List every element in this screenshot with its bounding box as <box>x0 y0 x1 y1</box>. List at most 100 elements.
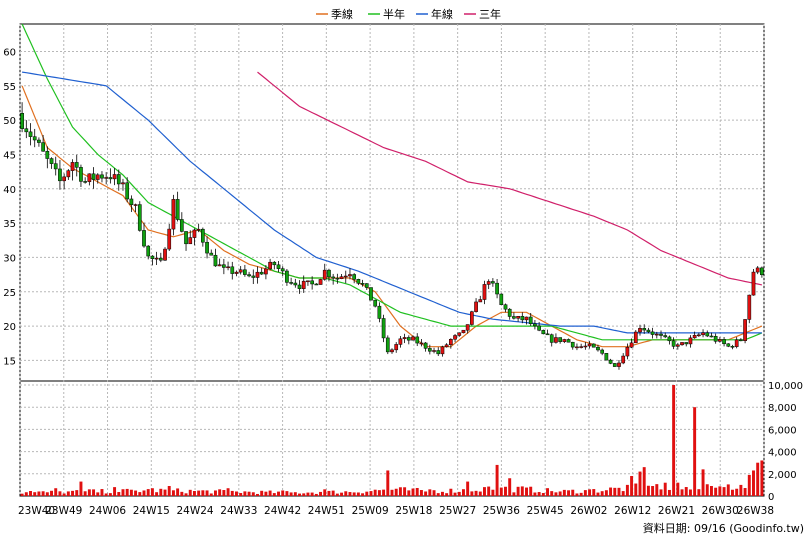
candle-down <box>79 167 83 182</box>
volume-bar <box>714 487 718 496</box>
candle-down <box>369 287 373 301</box>
candle-up <box>154 257 159 260</box>
candle-down <box>604 353 609 361</box>
candle-down <box>406 337 411 341</box>
volume-bar <box>562 489 566 496</box>
candle-down <box>545 333 550 336</box>
volume-bar <box>83 491 87 496</box>
volume-bar <box>37 491 41 496</box>
price-tick-label: 15 <box>3 356 16 367</box>
volume-bar <box>163 489 167 496</box>
volume-bar <box>558 491 562 496</box>
candle-up <box>743 319 747 342</box>
volume-bar <box>588 489 592 496</box>
volume-bar <box>537 492 541 496</box>
candle-up <box>390 349 394 353</box>
candle-down <box>512 316 516 319</box>
volume-bar <box>155 492 159 496</box>
volume-bar <box>642 467 646 496</box>
candle-down <box>272 261 277 266</box>
volume-tick-label: 8,000 <box>768 403 797 414</box>
candle-down <box>310 280 314 285</box>
x-tick-label: 25W27 <box>439 505 476 517</box>
volume-bar <box>415 487 419 496</box>
candle-down <box>377 305 382 319</box>
volume-bar <box>306 492 310 496</box>
volume-bar <box>344 491 348 496</box>
volume-bar <box>756 462 760 496</box>
volume-bar <box>197 490 201 496</box>
candle-up <box>411 336 415 341</box>
candle-up <box>318 279 323 285</box>
candlesticks <box>20 102 764 370</box>
x-tick-label: 25W45 <box>527 505 564 517</box>
candle-up <box>621 355 626 364</box>
candle-down <box>335 277 340 280</box>
candle-down <box>280 268 285 272</box>
volume-bar <box>646 485 650 496</box>
volume-bar <box>592 489 596 496</box>
volume-bar <box>550 491 554 496</box>
candle-up <box>453 335 457 340</box>
volume-bar <box>58 491 62 496</box>
volume-bar <box>596 492 600 496</box>
volume-bar <box>525 487 528 496</box>
candle-up <box>692 334 697 339</box>
volume-bar <box>243 491 247 496</box>
candle-up <box>554 337 558 343</box>
volume-bar <box>340 492 344 496</box>
volume-bar <box>760 460 764 496</box>
candle-up <box>482 284 487 300</box>
volume-bar <box>45 492 49 496</box>
volume-bar <box>483 487 486 496</box>
volume-bar <box>323 489 327 496</box>
volume-bar <box>180 491 184 496</box>
candle-up <box>751 271 756 296</box>
volume-bar <box>277 491 280 496</box>
candle-up <box>474 301 478 312</box>
candle-up <box>516 316 520 319</box>
candle-up <box>747 294 752 320</box>
candle-up <box>192 229 197 238</box>
candle-up <box>133 204 138 206</box>
volume-bar <box>361 493 365 496</box>
price-tick-label: 35 <box>3 219 16 230</box>
volume-bar <box>92 489 96 496</box>
candle-down <box>100 174 104 179</box>
volume-bar <box>739 484 743 496</box>
candle-down <box>205 241 209 254</box>
candle-up <box>654 333 659 336</box>
candle-down <box>760 267 764 276</box>
volume-bar <box>377 490 381 496</box>
candle-down <box>364 283 369 288</box>
candle-down <box>381 318 386 339</box>
candle-down <box>293 282 298 286</box>
price-panel-frame <box>19 23 765 382</box>
volume-bar <box>541 493 545 496</box>
candle-up <box>587 343 592 347</box>
volume-bar <box>529 486 533 496</box>
volume-bar <box>752 470 755 496</box>
candle-up <box>171 199 176 230</box>
price-tick-label: 50 <box>3 116 16 127</box>
candle-down <box>352 274 357 280</box>
volume-bar <box>352 492 356 496</box>
candle-down <box>659 333 663 336</box>
volume-bar <box>461 489 465 496</box>
price-tick-label: 55 <box>3 82 16 93</box>
candle-up <box>486 281 491 285</box>
candle-up <box>394 344 399 351</box>
candle-down <box>243 269 247 275</box>
volume-bar <box>579 492 583 496</box>
candle-down <box>331 276 335 279</box>
candle-down <box>116 174 121 185</box>
volume-bar <box>508 478 512 496</box>
volume-bar <box>209 493 213 496</box>
candle-down <box>158 257 163 261</box>
volume-bar <box>676 482 680 496</box>
candle-down <box>150 255 155 260</box>
candle-down <box>646 329 651 333</box>
candle-down <box>491 281 495 284</box>
x-tick-label: 23W40 <box>18 505 55 517</box>
candle-up <box>625 346 630 357</box>
